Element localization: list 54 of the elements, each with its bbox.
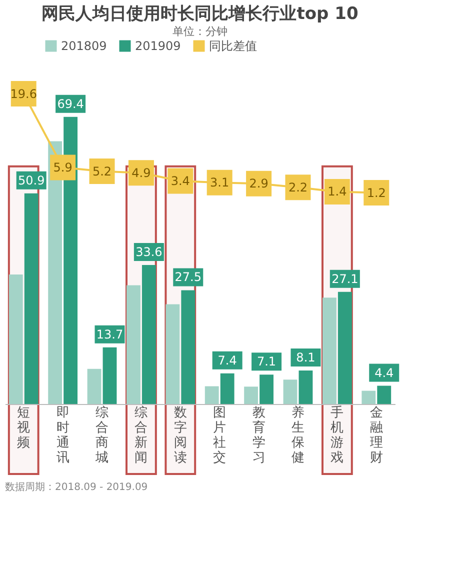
- bar: [8, 274, 23, 404]
- data-label: 5.9: [53, 160, 72, 175]
- data-label: 1.2: [366, 186, 386, 200]
- data-label: 7.1: [256, 354, 276, 369]
- bar: [298, 370, 313, 404]
- data-label: 69.4: [57, 96, 84, 111]
- bar: [244, 386, 258, 404]
- x-tick-label: 手机游戏: [330, 406, 344, 466]
- data-label: 1.4: [328, 184, 347, 199]
- bar: [181, 290, 196, 404]
- data-label: 2.9: [249, 176, 268, 191]
- x-tick-label: 综合商城: [94, 406, 109, 466]
- bar: [166, 304, 180, 404]
- data-label: 27.5: [174, 270, 202, 284]
- bar: [283, 380, 298, 404]
- text: 数据周期：2018.09 - 2019.09: [5, 481, 148, 493]
- x-tick-label: 教育学习: [252, 406, 266, 466]
- x-tick-label: 短视频: [17, 406, 30, 450]
- chart-title: 网民人均日使用时长同比增长行业top 10: [42, 4, 358, 24]
- data-label: 19.6: [10, 86, 37, 101]
- legend-label: 201809: [61, 39, 107, 53]
- bar: [24, 193, 38, 404]
- bar: [102, 347, 117, 404]
- data-label: 5.2: [92, 164, 112, 178]
- bar: [362, 390, 376, 404]
- data-label: 33.6: [136, 245, 162, 259]
- bar: [322, 298, 336, 404]
- bar: [220, 373, 234, 404]
- legend-label: 同比差值: [209, 39, 257, 53]
- legend-label: 201909: [135, 39, 181, 53]
- x-tick-label: 养生保健: [291, 404, 304, 466]
- x-tick-label: 即时通讯: [56, 406, 70, 466]
- bar: [260, 374, 274, 404]
- x-tick-label: 综合新闻: [134, 406, 148, 466]
- data-label: 50.9: [18, 173, 45, 188]
- data-label: 3.4: [170, 174, 190, 188]
- bar: [204, 386, 219, 404]
- data-label: 3.1: [210, 176, 230, 190]
- bar: [142, 265, 156, 404]
- bar: [338, 292, 352, 404]
- bar: [377, 386, 392, 404]
- bar: [126, 285, 140, 404]
- x-tick-label: 图片社交: [213, 406, 226, 466]
- data-label: 8.1: [296, 350, 316, 364]
- data-label: 27.1: [332, 272, 358, 286]
- bar: [87, 368, 102, 404]
- x-tick-label: 金融理财: [370, 406, 383, 466]
- data-label: 4.4: [374, 366, 394, 380]
- x-tick-label: 数字阅读: [174, 406, 187, 466]
- data-label: 13.7: [96, 327, 124, 342]
- text: 单位：分钟: [172, 25, 228, 38]
- data-label: 4.9: [132, 166, 151, 180]
- data-label: 7.4: [218, 353, 237, 368]
- data-label: 2.2: [288, 180, 308, 194]
